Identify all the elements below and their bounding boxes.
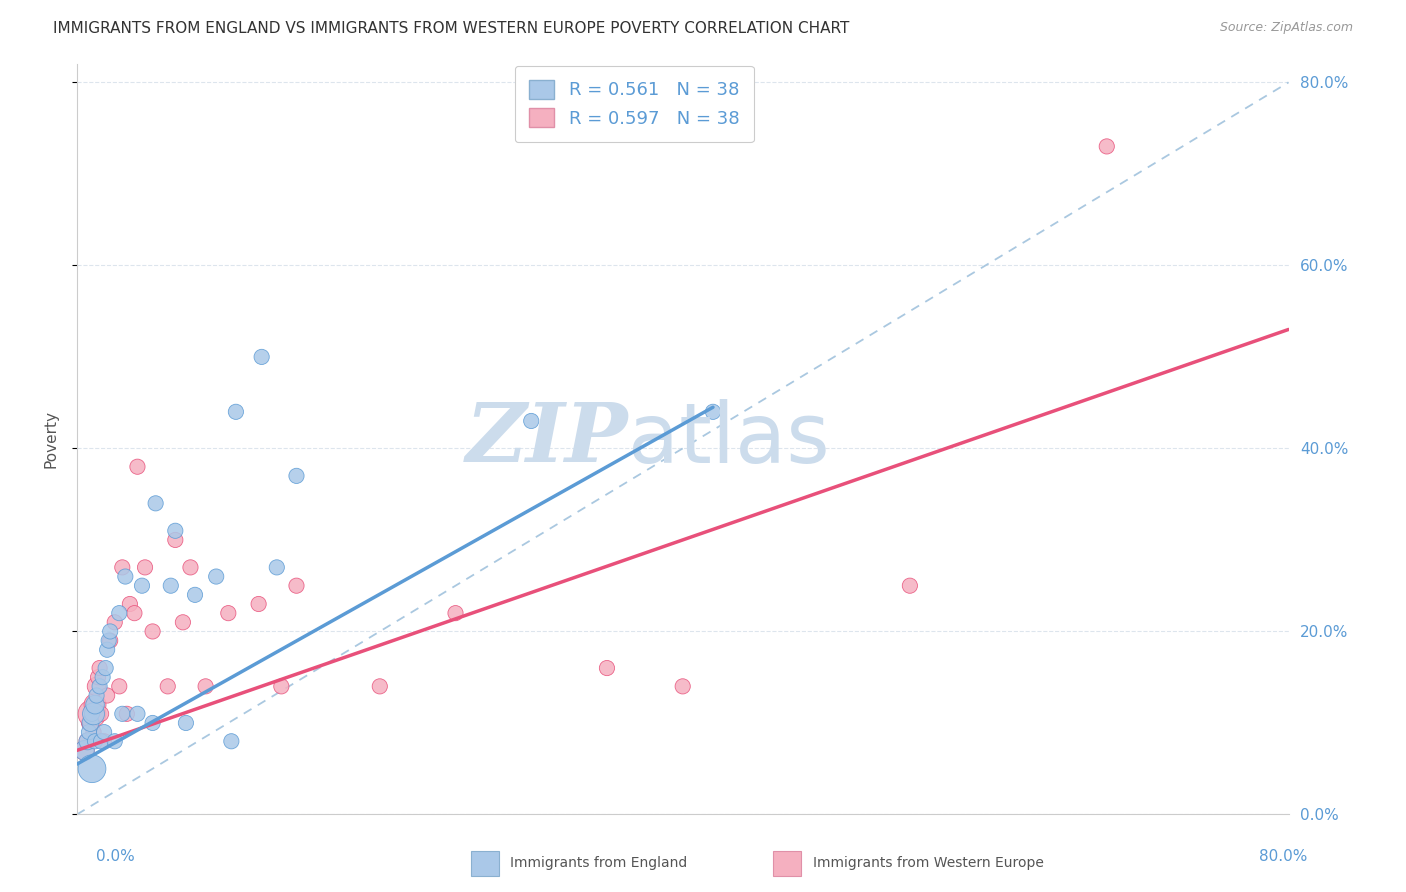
Text: Source: ZipAtlas.com: Source: ZipAtlas.com [1219, 21, 1353, 35]
Point [77, 725, 100, 739]
Point [90, 706, 112, 721]
Point [444, 606, 467, 620]
Point [96, 689, 118, 703]
Text: Immigrants from England: Immigrants from England [510, 856, 688, 871]
Point [266, 560, 288, 574]
Point [84, 734, 107, 748]
Point [91, 670, 114, 684]
Point [184, 588, 207, 602]
Point [124, 606, 146, 620]
Point [83, 725, 105, 739]
Point [145, 496, 167, 510]
Point [270, 679, 292, 693]
Point [94, 661, 117, 675]
Point [127, 459, 149, 474]
Point [114, 569, 136, 583]
Y-axis label: Poverty: Poverty [44, 410, 58, 468]
Point [134, 560, 156, 574]
Point [93, 734, 115, 748]
Point [250, 350, 273, 364]
Point [596, 661, 619, 675]
Point [205, 569, 228, 583]
Text: ZIP: ZIP [465, 400, 628, 479]
Point [76, 734, 98, 748]
Point [247, 597, 270, 611]
Point [111, 706, 134, 721]
Point [179, 560, 201, 574]
Point [1095, 139, 1118, 153]
Point [80, 762, 103, 776]
Point [108, 679, 131, 693]
Point [93, 725, 115, 739]
Point [86, 679, 108, 693]
Point [90, 734, 112, 748]
Point [108, 606, 131, 620]
Point [131, 579, 153, 593]
Point [194, 679, 217, 693]
Text: 0.0%: 0.0% [96, 849, 135, 863]
Point [97, 633, 120, 648]
Point [142, 715, 165, 730]
Point [520, 414, 543, 428]
Point [73, 743, 96, 757]
Text: 80.0%: 80.0% [1260, 849, 1308, 863]
Point [104, 734, 127, 748]
Point [225, 405, 247, 419]
Point [84, 698, 107, 712]
Point [285, 468, 308, 483]
Point [172, 615, 194, 630]
Point [111, 560, 134, 574]
Point [165, 533, 187, 547]
Point [98, 624, 121, 639]
Point [83, 706, 105, 721]
Point [79, 715, 101, 730]
Point [79, 715, 101, 730]
Point [104, 615, 127, 630]
Point [142, 624, 165, 639]
Point [159, 579, 181, 593]
Point [98, 633, 121, 648]
Point [127, 706, 149, 721]
Point [118, 597, 141, 611]
Point [898, 579, 921, 593]
Point [80, 706, 103, 721]
Point [73, 743, 96, 757]
Point [84, 698, 107, 712]
Point [80, 706, 103, 721]
Point [87, 670, 110, 684]
Point [96, 642, 118, 657]
Point [86, 689, 108, 703]
Point [89, 661, 111, 675]
Point [174, 715, 197, 730]
Point [165, 524, 187, 538]
Point [89, 679, 111, 693]
Point [217, 606, 239, 620]
Point [702, 405, 724, 419]
Point [156, 679, 179, 693]
Text: Immigrants from Western Europe: Immigrants from Western Europe [813, 856, 1043, 871]
Point [221, 734, 243, 748]
Point [285, 579, 308, 593]
Point [672, 679, 695, 693]
Legend: R = 0.561   N = 38, R = 0.597   N = 38: R = 0.561 N = 38, R = 0.597 N = 38 [515, 66, 754, 142]
Text: IMMIGRANTS FROM ENGLAND VS IMMIGRANTS FROM WESTERN EUROPE POVERTY CORRELATION CH: IMMIGRANTS FROM ENGLAND VS IMMIGRANTS FR… [53, 21, 849, 37]
Point [368, 679, 391, 693]
Point [77, 715, 100, 730]
Point [115, 706, 138, 721]
Point [76, 734, 98, 748]
Text: atlas: atlas [628, 399, 830, 480]
